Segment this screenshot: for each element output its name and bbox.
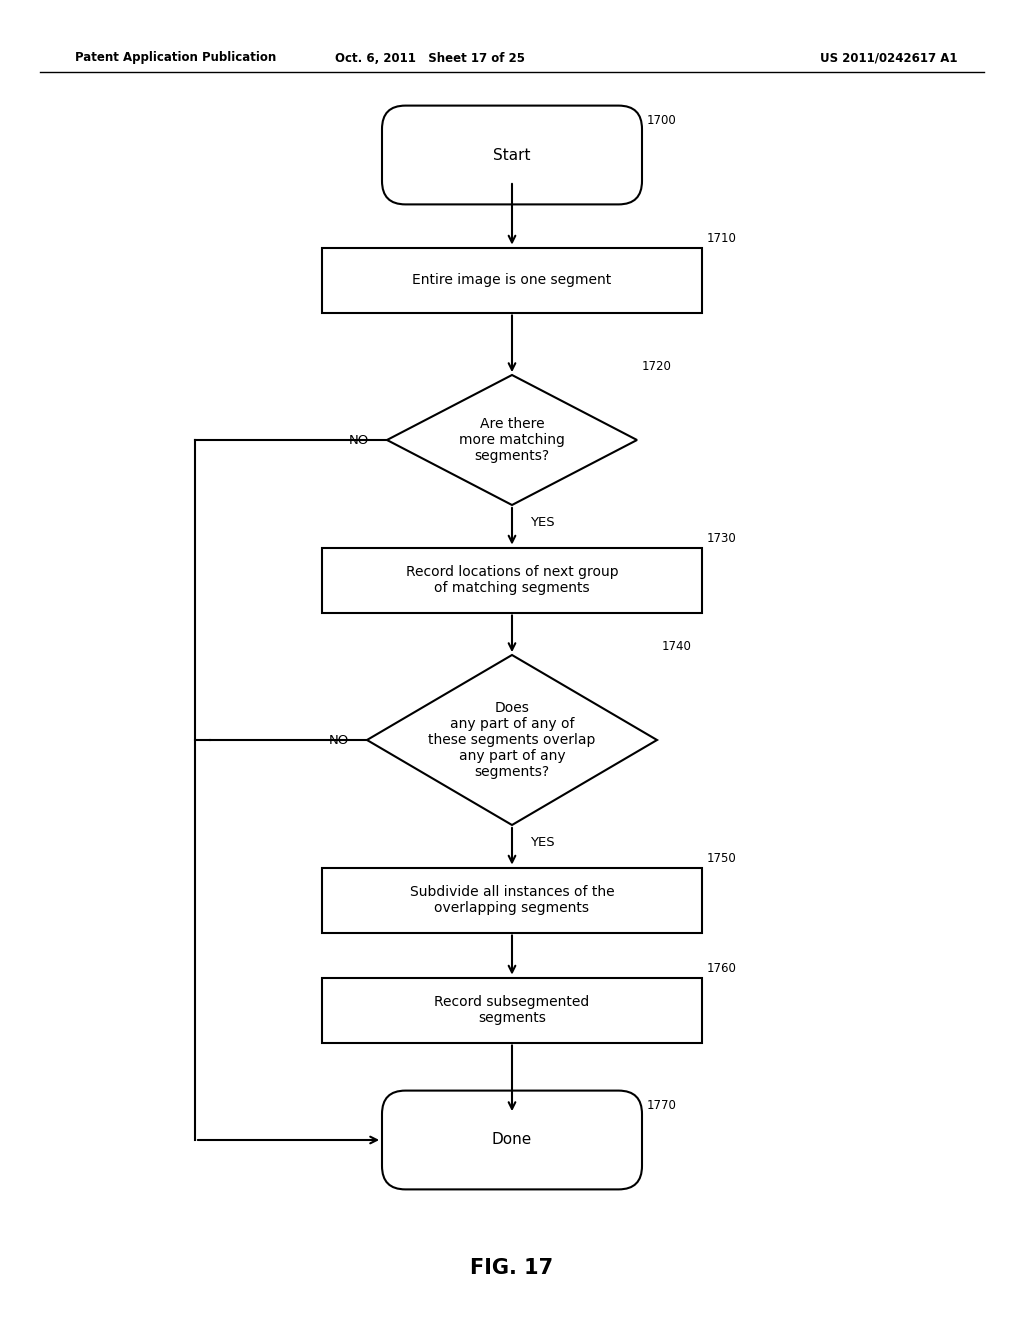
Text: 1740: 1740 [662,640,692,653]
Text: US 2011/0242617 A1: US 2011/0242617 A1 [820,51,957,65]
FancyBboxPatch shape [382,106,642,205]
Text: 1730: 1730 [707,532,736,545]
FancyBboxPatch shape [382,1090,642,1189]
Polygon shape [387,375,637,506]
Text: Start: Start [494,148,530,162]
Text: Subdivide all instances of the
overlapping segments: Subdivide all instances of the overlappi… [410,884,614,915]
Text: NO: NO [329,734,349,747]
Text: FIG. 17: FIG. 17 [470,1258,554,1278]
Text: Oct. 6, 2011   Sheet 17 of 25: Oct. 6, 2011 Sheet 17 of 25 [335,51,525,65]
Text: NO: NO [349,433,369,446]
Text: 1760: 1760 [707,962,737,975]
Bar [322,548,702,612]
Text: 1720: 1720 [642,360,672,374]
Text: Entire image is one segment: Entire image is one segment [413,273,611,286]
Text: Does
any part of any of
these segments overlap
any part of any
segments?: Does any part of any of these segments o… [428,701,596,779]
Text: Record locations of next group
of matching segments: Record locations of next group of matchi… [406,565,618,595]
Bar [322,867,702,932]
Text: 1770: 1770 [647,1100,677,1111]
Bar [322,248,702,313]
Text: 1750: 1750 [707,853,736,866]
Text: YES: YES [530,516,555,529]
Text: YES: YES [530,837,555,850]
Text: 1710: 1710 [707,232,737,246]
Bar [322,978,702,1043]
Text: Patent Application Publication: Patent Application Publication [75,51,276,65]
Polygon shape [367,655,657,825]
Text: Record subsegmented
segments: Record subsegmented segments [434,995,590,1026]
Text: 1700: 1700 [647,114,677,127]
Text: Done: Done [492,1133,532,1147]
Text: Are there
more matching
segments?: Are there more matching segments? [459,417,565,463]
